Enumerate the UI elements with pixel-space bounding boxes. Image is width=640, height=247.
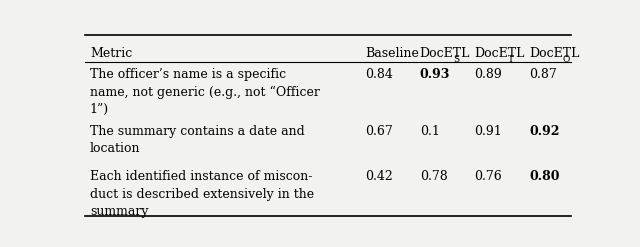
Text: DocETL: DocETL (529, 47, 579, 60)
Text: 0.42: 0.42 (365, 170, 393, 183)
Text: 0.93: 0.93 (420, 68, 450, 81)
Text: 0.92: 0.92 (529, 125, 559, 138)
Text: DocETL: DocETL (420, 47, 470, 60)
Text: S: S (454, 55, 460, 64)
Text: O: O (563, 55, 570, 64)
Text: Metric: Metric (90, 47, 132, 60)
Text: The summary contains a date and
location: The summary contains a date and location (90, 125, 305, 155)
Text: 0.76: 0.76 (474, 170, 502, 183)
Text: Each identified instance of miscon-
duct is described extensively in the
summary: Each identified instance of miscon- duct… (90, 170, 314, 218)
Text: 0.89: 0.89 (474, 68, 502, 81)
Text: 0.1: 0.1 (420, 125, 440, 138)
Text: 0.80: 0.80 (529, 170, 559, 183)
Text: 0.78: 0.78 (420, 170, 447, 183)
Text: T: T (508, 55, 514, 64)
Text: 0.87: 0.87 (529, 68, 557, 81)
Text: The officer’s name is a specific
name, not generic (e.g., not “Officer
1”): The officer’s name is a specific name, n… (90, 68, 320, 116)
Text: DocETL: DocETL (474, 47, 525, 60)
Text: 0.67: 0.67 (365, 125, 393, 138)
Text: Baseline: Baseline (365, 47, 419, 60)
Text: 0.91: 0.91 (474, 125, 502, 138)
Text: 0.84: 0.84 (365, 68, 393, 81)
